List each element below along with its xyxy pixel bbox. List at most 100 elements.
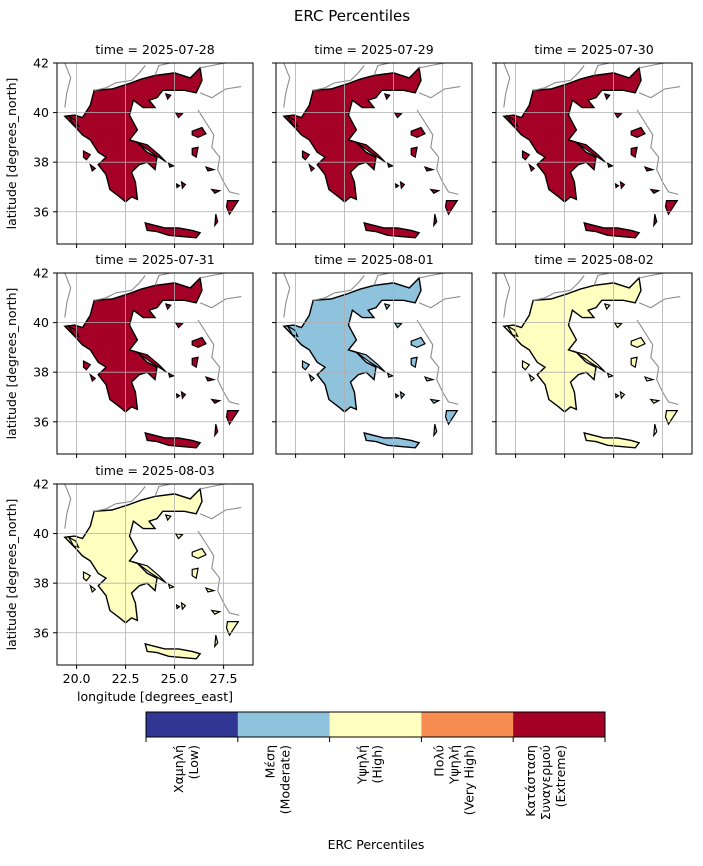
country-border <box>533 275 585 301</box>
island <box>164 93 172 101</box>
colorbar-label: ERC Percentiles <box>328 837 425 852</box>
colorbar-label-line: Κατάσταση <box>523 745 538 817</box>
crete-island <box>583 221 641 239</box>
island <box>664 410 679 426</box>
country-border <box>636 319 679 405</box>
island <box>89 584 97 593</box>
island <box>167 372 176 378</box>
island <box>167 583 176 589</box>
country-border <box>416 319 459 405</box>
island <box>133 350 168 374</box>
country-border <box>418 273 445 279</box>
island <box>606 162 615 168</box>
island <box>386 162 395 168</box>
panel-map-area <box>276 63 472 244</box>
island <box>352 140 387 164</box>
island <box>180 390 187 400</box>
country-border <box>199 507 242 520</box>
y-tick-label: 40 <box>33 315 49 330</box>
country-border <box>503 63 511 108</box>
panel-map-area <box>57 273 253 454</box>
island <box>423 166 436 172</box>
island <box>603 303 611 311</box>
island <box>175 392 181 399</box>
island <box>614 392 620 399</box>
y-tick-label: 36 <box>33 414 49 429</box>
panel-map-area <box>57 63 253 244</box>
y-tick-label: 38 <box>33 365 49 380</box>
map-panel: time = 2025-07-28 36 38 40 42 latitude [degre… <box>4 42 254 248</box>
island <box>619 180 626 190</box>
colorbar-label-line: Υψηλή <box>355 745 370 785</box>
island <box>528 373 536 382</box>
island <box>394 392 400 399</box>
panel-grid: time = 2025-07-28 36 38 40 42 latitude [degre… <box>4 42 693 704</box>
island <box>210 609 222 615</box>
island <box>521 149 531 161</box>
panel-map-area <box>57 484 253 665</box>
y-tick-label: 40 <box>33 105 49 120</box>
island <box>506 114 519 128</box>
country-border <box>593 273 610 286</box>
panel-frame <box>56 62 254 245</box>
country-border <box>283 63 291 108</box>
country-border <box>154 484 171 497</box>
island <box>429 188 441 194</box>
greece-mainland <box>282 66 422 203</box>
island <box>191 146 199 159</box>
island <box>210 188 222 194</box>
island <box>214 635 219 649</box>
map-panel: time = 2025-08-03 36 38 40 42 20.0 22.5 25.0 27.… <box>4 463 254 704</box>
panel-title: time = 2025-07-31 <box>95 252 214 267</box>
colorbar-label-line: (Very High) <box>461 745 476 815</box>
island <box>191 547 207 560</box>
country-border <box>593 63 610 76</box>
island <box>383 93 391 101</box>
island <box>133 140 168 164</box>
island <box>301 149 311 161</box>
island <box>393 321 403 329</box>
y-axis-label: latitude [degrees_north] <box>4 499 19 651</box>
island <box>286 114 299 128</box>
colorbar-class-label: ΠολύΥψηλή(Very High) <box>431 745 476 815</box>
island <box>89 373 97 382</box>
island <box>174 532 184 540</box>
island <box>210 398 222 404</box>
country-border <box>313 65 365 91</box>
panel-title: time = 2025-08-01 <box>314 252 433 267</box>
island <box>528 163 536 172</box>
country-border <box>283 273 291 318</box>
crete-island <box>144 642 202 660</box>
island <box>214 424 219 438</box>
island <box>614 182 620 189</box>
country-border <box>638 63 665 69</box>
panel-title: time = 2025-08-03 <box>95 463 214 478</box>
island <box>180 601 187 611</box>
island <box>204 587 217 593</box>
greece-mainland <box>502 66 642 203</box>
island <box>67 114 80 128</box>
island <box>653 424 658 438</box>
island <box>643 376 656 382</box>
island <box>386 372 395 378</box>
crete-island <box>144 221 202 239</box>
island <box>429 398 441 404</box>
colorbar-class-label: Μέση(Moderate) <box>263 745 293 814</box>
island <box>286 324 299 338</box>
panel-map-area <box>276 273 472 454</box>
island <box>175 182 181 189</box>
country-border <box>638 296 681 309</box>
country-border <box>64 63 72 108</box>
panel-frame <box>495 272 693 455</box>
island <box>164 303 172 311</box>
island <box>399 180 406 190</box>
greece-mainland <box>502 276 642 413</box>
island <box>89 163 97 172</box>
country-border <box>199 273 226 279</box>
country-border <box>197 530 240 616</box>
island <box>630 146 638 159</box>
country-border <box>638 86 681 99</box>
island <box>506 324 519 338</box>
colorbar-label-line: Πολύ <box>431 745 446 777</box>
x-tick-label: 22.5 <box>112 671 140 686</box>
